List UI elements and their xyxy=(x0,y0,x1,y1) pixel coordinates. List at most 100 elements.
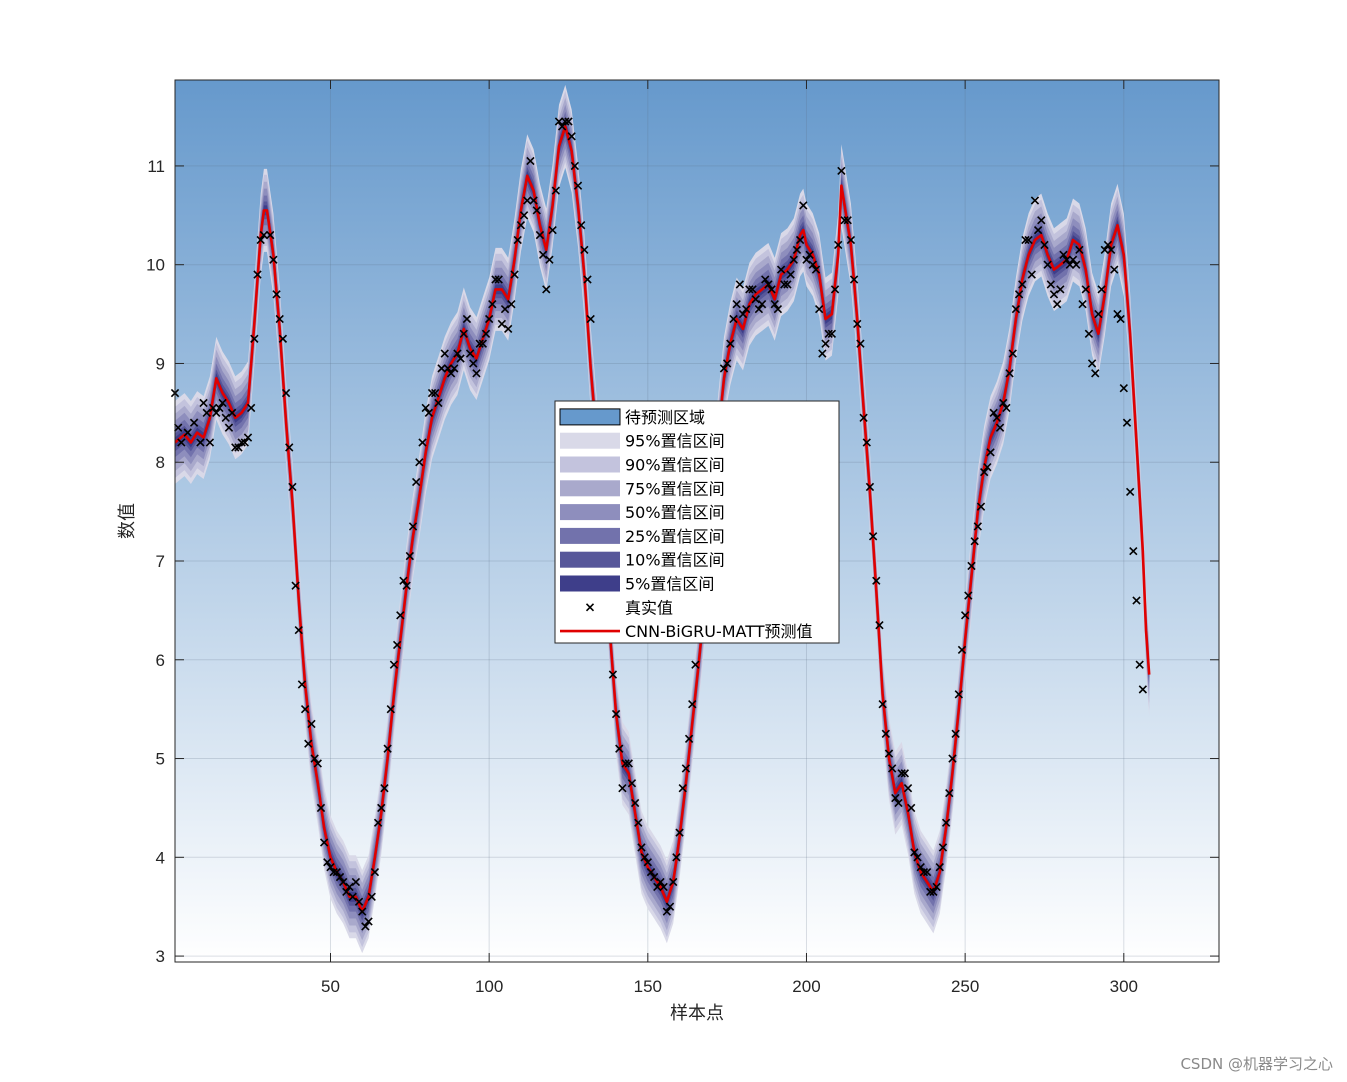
actual-point-marker xyxy=(688,700,697,709)
actual-point-marker xyxy=(656,877,665,887)
actual-point-marker xyxy=(649,872,659,882)
actual-point-marker xyxy=(500,304,510,314)
watermark: CSDN @机器学习之心 xyxy=(1180,1055,1333,1073)
actual-point-marker xyxy=(789,255,798,264)
actual-point-marker xyxy=(545,255,554,264)
actual-point-marker xyxy=(456,354,465,363)
legend-label: 25%置信区间 xyxy=(625,527,725,546)
actual-point-marker xyxy=(1030,196,1040,205)
actual-point-marker xyxy=(1059,250,1068,259)
x-tick-label: 150 xyxy=(634,977,662,996)
actual-point-marker xyxy=(421,403,430,413)
actual-point-marker xyxy=(868,532,878,541)
actual-point-marker xyxy=(497,319,507,329)
legend-swatch-marker xyxy=(585,603,595,612)
legend-label: 真实值 xyxy=(625,598,673,617)
actual-point-marker xyxy=(1062,255,1071,264)
actual-point-marker xyxy=(405,551,414,561)
actual-point-marker xyxy=(818,349,827,358)
legend-swatch-band xyxy=(560,480,620,497)
actual-point-marker xyxy=(815,304,824,314)
actual-point-marker xyxy=(761,275,770,284)
actual-point-marker xyxy=(837,166,846,176)
y-tick-label: 11 xyxy=(147,157,165,176)
actual-point-marker xyxy=(478,339,487,348)
actual-point-marker xyxy=(1091,369,1100,378)
actual-point-marker xyxy=(926,887,935,897)
actual-point-marker xyxy=(916,863,925,872)
actual-point-marker xyxy=(805,250,814,259)
actual-point-marker xyxy=(970,537,979,546)
actual-point-marker xyxy=(630,798,640,808)
legend-label: 50%置信区间 xyxy=(625,503,725,522)
actual-point-marker xyxy=(1103,240,1113,250)
actual-point-marker xyxy=(1018,280,1027,289)
actual-point-marker xyxy=(799,201,808,210)
actual-point-marker xyxy=(383,744,392,753)
actual-point-marker xyxy=(1014,290,1024,299)
actual-point-marker xyxy=(424,408,434,418)
legend-label: 待预测区域 xyxy=(625,408,705,427)
x-axis-label: 样本点 xyxy=(670,1003,724,1024)
actual-point-marker xyxy=(995,423,1005,432)
actual-point-marker xyxy=(780,280,789,289)
actual-point-marker xyxy=(288,482,297,492)
actual-point-marker xyxy=(875,621,884,630)
actual-point-marker xyxy=(1072,260,1081,269)
actual-point-marker xyxy=(783,280,792,289)
actual-point-marker xyxy=(608,670,618,679)
actual-point-marker xyxy=(1065,260,1075,269)
actual-point-marker xyxy=(557,122,567,131)
actual-point-marker xyxy=(256,235,265,245)
actual-point-marker xyxy=(1110,265,1119,274)
actual-point-marker xyxy=(205,438,215,447)
actual-point-marker xyxy=(1075,245,1084,255)
actual-point-marker xyxy=(437,364,446,373)
actual-point-marker xyxy=(446,369,456,378)
actual-point-marker xyxy=(294,625,303,635)
actual-point-marker xyxy=(580,245,589,255)
actual-point-marker xyxy=(1135,660,1144,669)
actual-point-marker xyxy=(669,877,678,887)
legend: 待预测区域 95%置信区间 90%置信区间 75%置信区间 50%置信区间 25%置信区间… xyxy=(554,400,840,644)
actual-point-marker xyxy=(792,245,802,255)
actual-point-marker xyxy=(675,828,684,837)
actual-point-marker xyxy=(1094,309,1103,319)
actual-point-marker xyxy=(516,221,526,230)
legend-label: 10%置信区间 xyxy=(625,551,725,570)
actual-point-marker xyxy=(370,867,380,877)
actual-point-marker xyxy=(1002,403,1011,413)
actual-point-marker xyxy=(849,275,859,284)
y-tick-label: 8 xyxy=(156,453,165,472)
actual-point-marker xyxy=(399,576,408,585)
actual-point-marker xyxy=(304,739,313,748)
actual-point-marker xyxy=(973,522,982,531)
actual-point-marker xyxy=(323,858,332,867)
actual-point-marker xyxy=(967,561,976,571)
actual-point-marker xyxy=(532,206,541,215)
actual-point-marker xyxy=(538,250,548,259)
actual-point-marker xyxy=(665,902,675,911)
actual-point-marker xyxy=(821,339,830,348)
actual-point-marker xyxy=(618,784,627,793)
actual-point-marker xyxy=(980,467,989,477)
actual-point-marker xyxy=(1024,235,1033,245)
actual-point-marker xyxy=(1125,487,1135,497)
actual-point-marker xyxy=(684,734,694,743)
actual-point-marker xyxy=(440,349,449,358)
actual-point-marker xyxy=(583,275,592,284)
actual-point-marker xyxy=(678,784,687,793)
actual-point-marker xyxy=(326,863,335,872)
actual-point-marker xyxy=(621,759,630,768)
actual-point-marker xyxy=(637,843,646,852)
actual-point-marker xyxy=(427,388,437,398)
actual-point-marker xyxy=(278,334,288,343)
actual-point-marker xyxy=(992,413,1002,422)
actual-point-marker xyxy=(897,769,906,778)
actual-point-marker xyxy=(335,872,345,882)
actual-point-marker xyxy=(1049,290,1059,299)
actual-point-marker xyxy=(332,867,342,877)
actual-point-marker xyxy=(513,235,522,245)
y-tick-label: 7 xyxy=(156,552,165,571)
actual-point-marker xyxy=(954,690,963,699)
